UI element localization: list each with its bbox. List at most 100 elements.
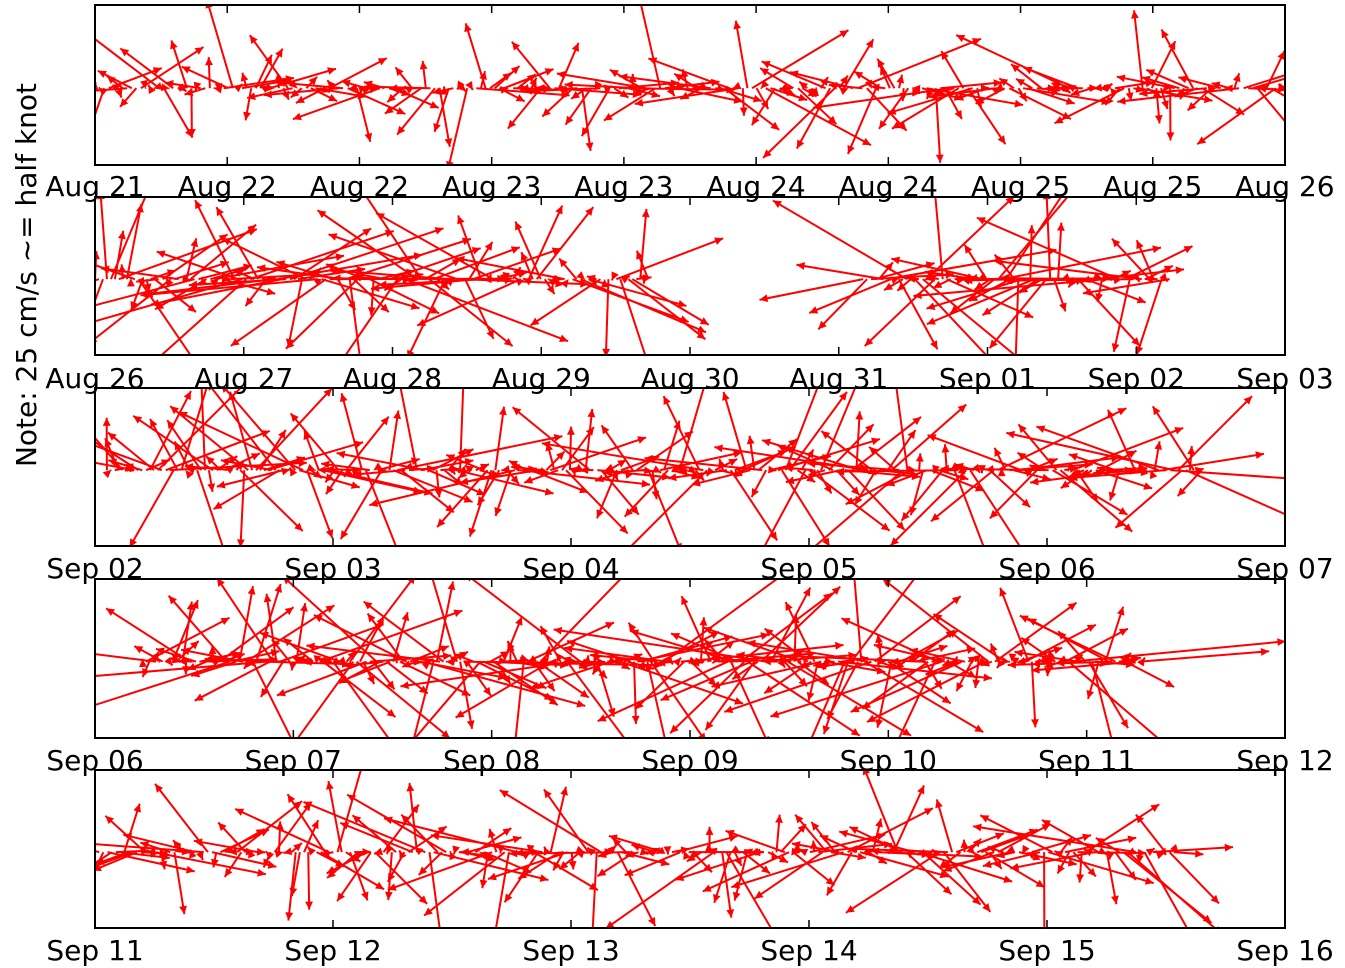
current-arrow <box>847 469 906 531</box>
arrow-head <box>1143 482 1153 490</box>
arrow-head <box>849 826 859 834</box>
current-arrow <box>239 470 246 546</box>
arrow-head <box>1090 493 1098 503</box>
arrow-head <box>211 659 221 667</box>
arrow-head <box>847 144 855 154</box>
current-arrow <box>194 199 236 280</box>
current-arrow <box>772 199 908 281</box>
arrow-head <box>848 845 858 853</box>
arrow-head <box>386 680 395 690</box>
arrow-group <box>95 579 1285 738</box>
current-arrow <box>336 452 425 472</box>
current-arrow <box>407 278 447 355</box>
current-arrow <box>529 278 602 327</box>
x-tick-label: Aug 30 <box>640 362 739 395</box>
arrow-head <box>971 896 981 905</box>
arrow-head <box>940 464 949 473</box>
arrow-head <box>236 539 245 546</box>
arrow-head <box>845 496 855 505</box>
arrow-head <box>97 70 107 78</box>
arrow-head <box>544 646 553 656</box>
arrow-head <box>806 474 816 483</box>
arrow-head <box>981 659 990 667</box>
arrow-head <box>913 84 921 94</box>
current-arrow <box>596 469 618 519</box>
arrow-head <box>567 639 577 648</box>
arrow-head <box>129 538 137 546</box>
current-arrow <box>493 660 559 706</box>
arrow-head <box>193 838 203 847</box>
arrow-head <box>383 816 393 825</box>
arrow-head <box>263 593 272 603</box>
arrow-head <box>1003 875 1013 883</box>
arrow-head <box>1118 628 1128 636</box>
arrow-head <box>996 850 1006 859</box>
current-arrow <box>428 852 441 928</box>
arrow-head <box>634 98 644 107</box>
current-arrow <box>495 851 510 928</box>
arrow-head <box>190 640 199 650</box>
arrow-head <box>841 618 851 626</box>
arrow-head <box>1131 10 1139 19</box>
arrow-head <box>300 603 308 612</box>
current-arrow <box>616 237 724 281</box>
arrow-head <box>357 761 365 770</box>
current-arrow <box>322 660 397 718</box>
arrow-head <box>367 675 375 685</box>
current-arrow <box>218 606 295 663</box>
current-arrow <box>320 462 370 472</box>
arrow-head <box>1311 523 1320 530</box>
current-arrow <box>669 660 746 734</box>
current-arrow <box>346 793 447 854</box>
arrow-head <box>297 654 306 664</box>
arrow-head <box>76 257 85 264</box>
arrow-head <box>909 647 919 656</box>
current-arrow <box>1057 222 1063 280</box>
current-arrow <box>1135 278 1163 355</box>
arrow-head <box>292 656 302 664</box>
arrow-head <box>580 466 589 474</box>
current-arrow <box>813 87 950 109</box>
arrow-head <box>441 730 450 738</box>
arrow-head <box>821 431 831 440</box>
current-arrow <box>892 785 925 853</box>
current-arrow <box>428 278 514 347</box>
arrow-head <box>421 661 431 670</box>
current-arrow <box>386 660 429 695</box>
arrow-head <box>402 660 412 668</box>
arrow-head <box>897 282 907 291</box>
arrow-head <box>487 872 497 881</box>
arrow-head <box>181 647 190 656</box>
arrow-head <box>68 455 77 463</box>
arrow-head <box>529 77 537 87</box>
current-arrow <box>1270 87 1285 98</box>
arrow-head <box>1082 833 1091 842</box>
arrow-head <box>583 655 591 664</box>
arrow-head <box>181 66 191 74</box>
current-arrow <box>1091 661 1113 738</box>
arrow-head <box>565 115 574 125</box>
current-arrow <box>255 583 282 662</box>
arrow-head <box>1095 837 1105 846</box>
arrow-head <box>564 80 573 89</box>
arrow-head <box>190 238 199 248</box>
current-arrow <box>397 435 563 472</box>
arrow-head <box>1178 75 1188 84</box>
current-arrow <box>245 604 335 663</box>
arrow-head <box>79 845 88 853</box>
arrow-head <box>1046 380 1055 388</box>
arrow-head <box>925 667 935 676</box>
current-arrow <box>319 609 463 663</box>
current-arrow <box>584 408 594 471</box>
arrow-head <box>257 264 266 273</box>
arrow-head <box>761 865 770 874</box>
arrow-head <box>575 845 585 854</box>
arrow-head <box>376 616 384 626</box>
arrow-head <box>1047 84 1056 93</box>
arrow-head <box>518 871 528 879</box>
arrow-head <box>1021 498 1031 508</box>
arrow-head <box>614 657 624 665</box>
arrow-head <box>1031 719 1039 728</box>
arrow-head <box>913 291 922 300</box>
arrow-head <box>1117 97 1126 105</box>
